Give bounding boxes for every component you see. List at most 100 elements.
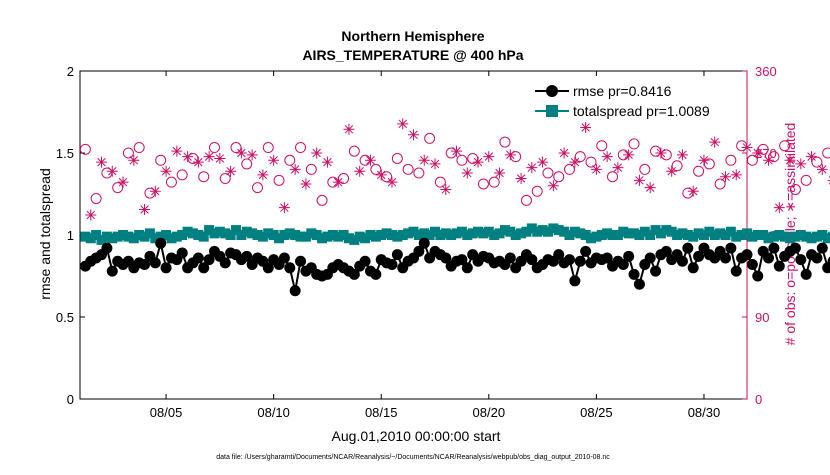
legend-rmse-marker bbox=[546, 85, 558, 97]
totalspread-marker bbox=[435, 230, 446, 240]
obs-assimilated-marker bbox=[590, 163, 602, 175]
totalspread-marker bbox=[451, 228, 462, 239]
obs-possible-marker bbox=[789, 183, 801, 195]
obs-possible-marker bbox=[542, 167, 554, 179]
totalspread-marker bbox=[704, 226, 715, 237]
totalspread-marker bbox=[510, 230, 521, 240]
obs-possible-marker bbox=[252, 182, 264, 194]
totalspread-marker bbox=[801, 231, 812, 242]
totalspread-marker bbox=[408, 226, 419, 237]
totalspread-marker bbox=[532, 226, 543, 237]
obs-possible-marker bbox=[563, 163, 575, 175]
legend-totalspread-label: totalspread pr=1.0089 bbox=[573, 103, 710, 119]
y-left-tick-label: 2 bbox=[67, 64, 74, 79]
totalspread-marker bbox=[774, 230, 785, 240]
totalspread-marker bbox=[370, 231, 381, 242]
obs-assimilated-marker bbox=[580, 121, 592, 133]
totalspread-marker bbox=[499, 225, 510, 236]
rmse-marker bbox=[198, 262, 210, 274]
totalspread-marker bbox=[785, 233, 796, 244]
obs-possible-marker bbox=[241, 158, 253, 170]
obs-assimilated-marker bbox=[139, 203, 151, 215]
obs-possible-marker bbox=[585, 156, 597, 168]
obs-possible-marker bbox=[284, 154, 296, 166]
obs-assimilated-marker bbox=[354, 165, 366, 177]
totalspread-marker bbox=[80, 231, 91, 242]
obs-possible-marker bbox=[628, 138, 640, 150]
obs-possible-marker bbox=[456, 154, 468, 166]
totalspread-marker bbox=[564, 230, 575, 240]
totalspread-marker bbox=[516, 228, 527, 239]
totalspread-marker bbox=[274, 233, 285, 244]
obs-assimilated-marker bbox=[558, 147, 570, 159]
obs-assimilated-marker bbox=[289, 163, 301, 175]
totalspread-marker bbox=[128, 233, 139, 244]
rmse-marker bbox=[504, 252, 516, 264]
rmse-marker bbox=[155, 237, 167, 249]
rmse-marker bbox=[526, 254, 538, 266]
rmse-marker bbox=[278, 252, 290, 264]
totalspread-marker bbox=[101, 231, 112, 242]
totalspread-marker bbox=[698, 230, 709, 240]
totalspread-marker bbox=[118, 230, 129, 240]
totalspread-marker bbox=[338, 230, 349, 240]
rmse-marker bbox=[617, 259, 629, 271]
obs-possible-marker bbox=[413, 167, 425, 179]
rmse-marker bbox=[106, 265, 118, 277]
x-tick-label: 08/15 bbox=[365, 405, 398, 420]
x-tick-label: 08/05 bbox=[150, 405, 183, 420]
obs-assimilated-marker bbox=[494, 167, 506, 179]
totalspread-marker bbox=[521, 226, 532, 237]
totalspread-marker bbox=[494, 228, 505, 239]
obs-assimilated-marker bbox=[730, 169, 742, 181]
obs-assimilated-marker bbox=[461, 167, 473, 179]
obs-possible-marker bbox=[746, 154, 758, 166]
totalspread-marker bbox=[569, 226, 580, 237]
totalspread-marker bbox=[811, 231, 822, 242]
totalspread-marker bbox=[747, 231, 758, 242]
rmse-marker bbox=[203, 254, 215, 266]
rmse-marker bbox=[816, 242, 828, 254]
obs-assimilated-marker bbox=[278, 202, 290, 214]
obs-assimilated-marker bbox=[719, 171, 731, 183]
y-right-tick-label: 360 bbox=[755, 64, 777, 79]
rmse-marker bbox=[418, 237, 430, 249]
totalspread-marker bbox=[182, 226, 193, 237]
obs-assimilated-marker bbox=[408, 129, 419, 141]
totalspread-marker bbox=[204, 225, 215, 236]
obs-possible-marker bbox=[122, 147, 134, 159]
y-left-tick-label: 1.5 bbox=[56, 146, 74, 161]
obs-assimilated-marker bbox=[666, 165, 678, 177]
y-right-tick-label: 0 bbox=[755, 392, 762, 407]
obs-possible-marker bbox=[316, 194, 328, 206]
rmse-marker bbox=[262, 262, 274, 274]
totalspread-marker bbox=[650, 225, 661, 236]
totalspread-marker bbox=[317, 233, 328, 244]
totalspread-marker bbox=[295, 231, 306, 242]
rmse-marker bbox=[284, 262, 296, 274]
totalspread-marker bbox=[731, 231, 742, 242]
obs-assimilated-marker bbox=[547, 180, 559, 192]
obs-possible-marker bbox=[165, 176, 177, 188]
totalspread-marker bbox=[155, 231, 166, 242]
obs-possible-marker bbox=[295, 142, 307, 154]
obs-possible-marker bbox=[176, 169, 188, 181]
totalspread-marker bbox=[596, 230, 607, 240]
totalspread-marker bbox=[779, 231, 790, 242]
obs-assimilated-marker bbox=[569, 156, 581, 168]
totalspread-marker bbox=[661, 225, 672, 236]
obs-assimilated-marker bbox=[451, 145, 463, 157]
obs-assimilated-marker bbox=[246, 149, 258, 161]
totalspread-marker bbox=[150, 233, 161, 244]
obs-possible-marker bbox=[434, 176, 446, 188]
chart-subtitle: AIRS_TEMPERATURE @ 400 hPa bbox=[302, 47, 523, 63]
totalspread-marker bbox=[360, 233, 371, 244]
obs-assimilated-marker bbox=[483, 151, 495, 163]
obs-possible-marker bbox=[596, 140, 608, 152]
totalspread-marker bbox=[91, 230, 102, 240]
totalspread-marker bbox=[677, 228, 688, 239]
obs-assimilated-marker bbox=[300, 178, 312, 190]
rmse-marker bbox=[569, 275, 581, 287]
rmse-marker bbox=[192, 252, 204, 264]
